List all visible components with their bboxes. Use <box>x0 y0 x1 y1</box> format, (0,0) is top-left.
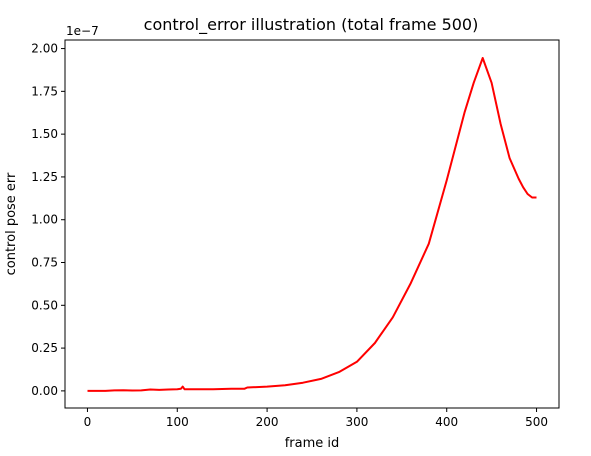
x-tick-label: 200 <box>256 415 279 429</box>
y-tick-label: 1.00 <box>31 213 58 227</box>
y-tick-label: 1.25 <box>31 170 58 184</box>
x-ticks: 0 100 200 300 400 500 <box>84 408 548 429</box>
y-offset-label: 1e−7 <box>66 24 99 38</box>
y-ticks: 0.00 0.25 0.50 0.75 1.00 1.25 1.50 1.75 2.00 <box>31 42 65 398</box>
y-tick-label: 1.75 <box>31 84 58 98</box>
plot-series <box>87 57 537 392</box>
y-tick-label: 1.50 <box>31 127 58 141</box>
series-line <box>87 57 537 392</box>
y-tick-label: 0.75 <box>31 256 58 270</box>
x-tick-label: 500 <box>525 415 548 429</box>
x-tick-label: 400 <box>435 415 458 429</box>
y-tick-label: 0.25 <box>31 341 58 355</box>
y-tick-label: 0.00 <box>31 384 58 398</box>
y-tick-label: 2.00 <box>31 42 58 56</box>
x-tick-label: 100 <box>166 415 189 429</box>
x-tick-label: 300 <box>345 415 368 429</box>
y-axis-label: control pose err <box>4 172 19 275</box>
x-axis-label: frame id <box>285 436 340 451</box>
plot-frame <box>64 39 560 409</box>
y-tick-label: 0.50 <box>31 298 58 312</box>
x-tick-label: 0 <box>84 415 92 429</box>
chart-title: control_error illustration (total frame … <box>144 15 479 35</box>
